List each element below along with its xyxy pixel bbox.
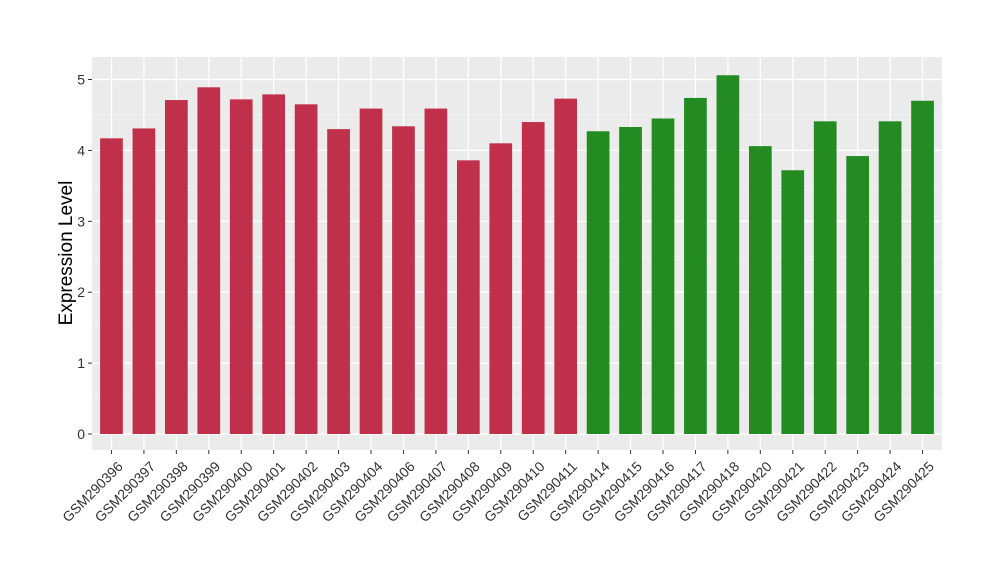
bar-GSM290416 — [651, 118, 675, 435]
bar-GSM290424 — [878, 121, 902, 435]
bar-GSM290404 — [359, 108, 383, 434]
bars-group — [100, 75, 934, 435]
bar-GSM290407 — [424, 108, 448, 434]
bar-GSM290408 — [456, 160, 480, 435]
bar-GSM290415 — [619, 127, 642, 435]
bar-GSM290417 — [684, 97, 707, 435]
bar-GSM290418 — [716, 75, 740, 434]
bar-GSM290403 — [327, 129, 350, 434]
y-tick-label: 5 — [77, 72, 85, 88]
bar-GSM290400 — [229, 99, 253, 435]
bar-GSM290425 — [911, 100, 934, 435]
y-tick-label: 0 — [77, 426, 85, 442]
bar-GSM290421 — [781, 170, 805, 434]
x-axis: GSM290396GSM290397GSM290398GSM290399GSM2… — [59, 450, 937, 525]
y-tick-label: 4 — [77, 142, 85, 158]
bar-GSM290414 — [586, 131, 610, 434]
y-tick-label: 1 — [77, 355, 85, 371]
y-tick-label: 3 — [77, 213, 85, 229]
y-tick-label: 2 — [77, 284, 85, 300]
y-axis-title: Expression Level — [56, 181, 77, 326]
y-axis: 0 1 2 3 4 5 — [77, 72, 92, 442]
bar-GSM290420 — [748, 146, 772, 434]
bar-GSM290401 — [262, 94, 286, 434]
bar-GSM290399 — [197, 87, 221, 434]
bar-GSM290409 — [489, 143, 513, 434]
bar-GSM290406 — [392, 126, 415, 434]
bar-GSM290410 — [521, 122, 545, 434]
bar-GSM290396 — [100, 138, 123, 435]
bar-GSM290397 — [132, 128, 156, 434]
bar-GSM290398 — [164, 100, 188, 434]
bar-GSM290411 — [554, 98, 578, 434]
bar-GSM290402 — [294, 104, 318, 434]
bar-GSM290422 — [813, 121, 837, 435]
bar-GSM290423 — [846, 156, 870, 434]
